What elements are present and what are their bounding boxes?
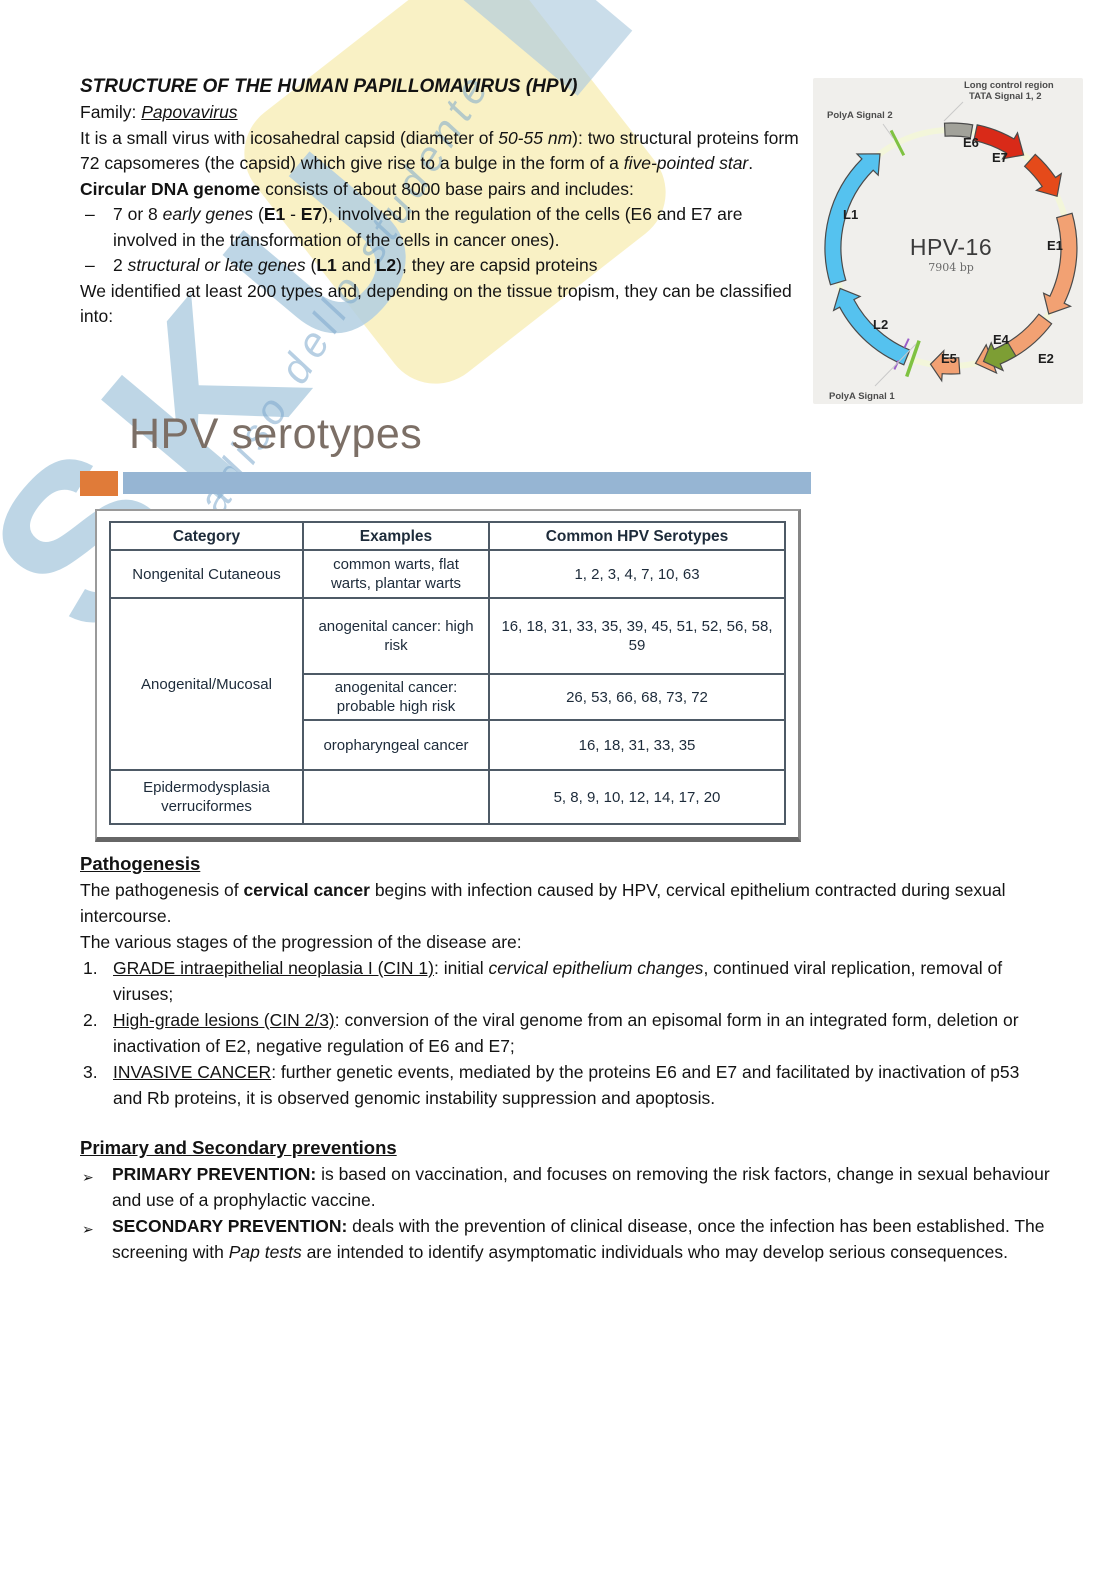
table-header-row: Category Examples Common HPV Serotypes [109, 521, 786, 551]
col-header-serotypes: Common HPV Serotypes [488, 521, 786, 551]
diagram-background [813, 78, 1083, 404]
hpv16-genome-diagram: HPV-16 7904 bp PolyA Signal 2 Long contr… [813, 72, 1083, 409]
stage-item: 1. GRADE intraepithelial neoplasia I (CI… [80, 955, 1045, 1007]
category-cell: Nongenital Cutaneous [109, 549, 304, 599]
serotypes-cell: 26, 53, 66, 68, 73, 72 [488, 673, 786, 721]
table-row: Anogenital/Mucosal anogenital cancer: hi… [109, 597, 786, 771]
serotypes-cell: 1, 2, 3, 4, 7, 10, 63 [488, 549, 786, 599]
serotype-table-frame: Category Examples Common HPV Serotypes N… [95, 509, 801, 842]
virus-description: It is a small virus with icosahedral cap… [80, 127, 799, 174]
gene-label-e7: E7 [992, 150, 1008, 165]
gene-label-e5: E5 [941, 351, 957, 366]
pathogenesis-paragraph: The pathogenesis of cervical cancer begi… [80, 880, 1006, 926]
category-cell: Anogenital/Mucosal [109, 597, 304, 771]
table-row: anogenital cancer: probable high risk 26… [110, 673, 786, 721]
polya-signal-2-label: PolyA Signal 2 [827, 110, 893, 121]
examples-cell: oropharyngeal cancer [302, 719, 490, 771]
gene-label-e2: E2 [1038, 351, 1054, 366]
stage-number: 2. [83, 1010, 98, 1030]
arrow-bullet: ➢ [82, 1221, 94, 1237]
serotypes-cell: 16, 18, 31, 33, 35 [488, 719, 786, 771]
genome-shapes [824, 101, 1078, 387]
gene-label-e1: E1 [1047, 238, 1063, 253]
intro-section: STRUCTURE OF THE HUMAN PAPILLOMAVIRUS (H… [80, 74, 804, 330]
stage-item: 2. High-grade lesions (CIN 2/3): convers… [80, 1007, 1045, 1059]
stage-number: 1. [83, 958, 98, 978]
blue-accent-bar [123, 472, 811, 494]
gene-label-l2: L2 [873, 317, 888, 332]
serotypes-cell: 5, 8, 9, 10, 12, 14, 17, 20 [488, 769, 786, 825]
table-row: Epidermodysplasia verruciformes 5, 8, 9,… [109, 769, 786, 825]
dash-bullet: – [85, 204, 95, 224]
stage-number: 3. [83, 1062, 98, 1082]
gene-label-e4: E4 [993, 332, 1010, 347]
preventions-section: Primary and Secondary preventions ➢ PRIM… [80, 1134, 1065, 1265]
col-header-examples: Examples [302, 521, 490, 551]
family-line: Family: Papovavirus [80, 102, 238, 122]
gene-label-e6: E6 [963, 135, 979, 150]
stages-intro: The various stages of the progression of… [80, 932, 522, 952]
prevention-item: ➢ PRIMARY PREVENTION: is based on vaccin… [80, 1161, 1065, 1213]
tata-signal-label: TATA Signal 1, 2 [969, 91, 1042, 102]
polya-signal-1-label: PolyA Signal 1 [829, 391, 895, 402]
gene-label-l1: L1 [843, 207, 858, 222]
dash-bullet: – [85, 255, 95, 275]
stage-item: 3. INVASIVE CANCER: further genetic even… [80, 1059, 1045, 1111]
document-title: STRUCTURE OF THE HUMAN PAPILLOMAVIRUS (H… [80, 76, 578, 97]
long-control-region-label: Long control region [964, 80, 1054, 91]
arrow-bullet: ➢ [82, 1169, 94, 1185]
examples-cell: anogenital cancer: probable high risk [302, 673, 490, 721]
examples-cell [302, 769, 490, 825]
serotype-table: Category Examples Common HPV Serotypes N… [109, 521, 786, 825]
serotypes-slide: HPV serotypes Category Examples Common H… [80, 409, 811, 842]
category-cell: Epidermodysplasia verruciformes [109, 769, 304, 825]
list-item: – 7 or 8 early genes (E1 - E7), involved… [80, 202, 804, 253]
slide-title: HPV serotypes [129, 410, 423, 458]
preventions-heading: Primary and Secondary preventions [80, 1137, 397, 1158]
examples-cell: anogenital cancer: high risk [302, 597, 490, 675]
col-header-category: Category [109, 521, 304, 551]
orange-accent-bar [80, 471, 118, 496]
table-row: oropharyngeal cancer 16, 18, 31, 33, 35 [110, 719, 786, 771]
genome-size: 7904 bp [928, 261, 974, 274]
slide-divider [80, 471, 811, 496]
prevention-item: ➢ SECONDARY PREVENTION: deals with the p… [80, 1213, 1065, 1265]
genome-name: HPV-16 [910, 234, 992, 260]
table-row: Nongenital Cutaneous common warts, flat … [109, 549, 786, 599]
genome-svg: HPV-16 7904 bp PolyA Signal 2 Long contr… [813, 78, 1083, 404]
pathogenesis-heading: Pathogenesis [80, 853, 201, 874]
closing-line: We identified at least 200 types and, de… [80, 280, 792, 327]
serotypes-cell: 16, 18, 31, 33, 35, 39, 45, 51, 52, 56, … [488, 597, 786, 675]
genome-line: Circular DNA genome consists of about 80… [80, 178, 634, 199]
examples-cell: common warts, flat warts, plantar warts [302, 549, 490, 599]
list-item: – 2 structural or late genes (L1 and L2)… [80, 253, 804, 279]
pathogenesis-section: Pathogenesis The pathogenesis of cervica… [80, 850, 1045, 1111]
